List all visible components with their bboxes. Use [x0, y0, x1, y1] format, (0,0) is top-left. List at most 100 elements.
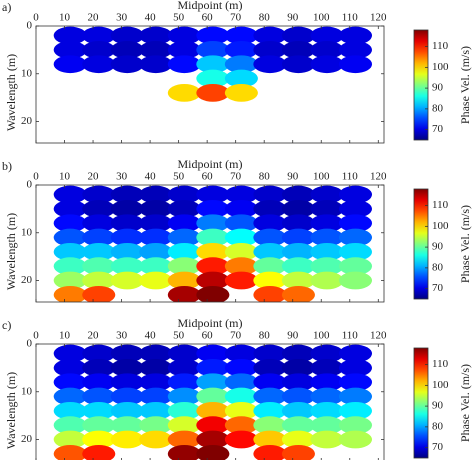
data-point [338, 55, 373, 74]
data-point [82, 214, 116, 233]
y-tick-label: 0 [27, 338, 33, 350]
data-point [82, 55, 116, 74]
data-point [253, 416, 287, 435]
data-point [167, 344, 201, 363]
data-point [253, 228, 287, 247]
data-point [281, 228, 315, 247]
data-point [224, 83, 258, 102]
data-point [310, 416, 344, 435]
data-point [224, 358, 258, 377]
data-point [167, 199, 201, 218]
data-point [139, 358, 173, 377]
data-point [196, 358, 230, 377]
data-point [82, 199, 116, 218]
colorbar-tick-label: 70 [432, 123, 444, 135]
x-tick-label: 40 [145, 171, 157, 183]
y-tick-label: 20 [21, 115, 33, 127]
data-point [110, 430, 144, 449]
cells [53, 26, 373, 102]
x-tick-label: 70 [230, 171, 242, 183]
data-point [82, 373, 116, 392]
data-point [338, 26, 373, 45]
data-point [338, 199, 373, 218]
data-point [310, 199, 344, 218]
colorbar [413, 347, 429, 459]
y-tick-label: 20 [21, 274, 33, 286]
data-point [167, 430, 201, 449]
data-point [310, 55, 344, 74]
data-point [253, 387, 287, 406]
data-point [167, 271, 201, 290]
data-point [253, 242, 287, 261]
data-point [110, 199, 144, 218]
data-point [310, 430, 344, 449]
cells [53, 185, 373, 302]
data-point [110, 26, 144, 45]
y-tick-label: 20 [21, 433, 33, 445]
data-point [224, 199, 258, 218]
data-point [253, 444, 287, 460]
x-tick-label: 60 [202, 12, 214, 24]
data-point [224, 69, 258, 88]
data-point [224, 271, 258, 290]
colorbar-tick-label: 110 [432, 40, 449, 52]
data-point [82, 40, 116, 59]
x-tick-label: 120 [370, 12, 387, 24]
data-point [82, 257, 116, 276]
data-point [224, 214, 258, 233]
x-tick-label: 50 [173, 171, 185, 183]
data-point [53, 285, 87, 302]
y-tick-label: 10 [21, 67, 33, 79]
panel: b) Midpoint (m) Wavelength (m) 0 10 20 30 40 50 6… [2, 157, 472, 303]
data-point [167, 26, 201, 45]
data-point [310, 214, 344, 233]
data-point [139, 40, 173, 59]
data-point [281, 55, 315, 74]
data-point [253, 430, 287, 449]
data-point [196, 40, 230, 59]
data-point [110, 214, 144, 233]
data-point [53, 344, 87, 363]
x-tick-label: 100 [313, 171, 330, 183]
data-point [224, 228, 258, 247]
data-point [253, 199, 287, 218]
y-axis-label: Wavelength (m) [4, 213, 18, 290]
data-point [196, 185, 230, 204]
data-point [310, 40, 344, 59]
data-point [224, 387, 258, 406]
x-tick-label: 90 [287, 330, 299, 342]
x-tick-label: 90 [287, 171, 299, 183]
data-point [82, 242, 116, 261]
data-point [139, 271, 173, 290]
data-point [167, 416, 201, 435]
x-tick-label: 100 [313, 12, 330, 24]
data-point [224, 416, 258, 435]
data-point [338, 358, 373, 377]
x-tick-label: 20 [88, 171, 100, 183]
data-point [53, 214, 87, 233]
y-tick-label: 0 [27, 20, 33, 32]
panel: c) Midpoint (m) Wavelength (m) 0 10 20 30 40 50 6… [2, 316, 472, 460]
data-point [196, 285, 230, 302]
data-point [338, 401, 373, 420]
data-point [110, 185, 144, 204]
data-point [167, 387, 201, 406]
data-point [82, 401, 116, 420]
data-point [253, 257, 287, 276]
data-point [82, 26, 116, 45]
data-point [224, 430, 258, 449]
data-point [196, 55, 230, 74]
data-point [167, 285, 201, 302]
colorbar-tick-label: 80 [432, 261, 444, 273]
colorbar-label: Phase Vel. (m/s) [458, 46, 472, 124]
data-point [139, 199, 173, 218]
data-point [338, 214, 373, 233]
data-point [139, 401, 173, 420]
data-point [253, 40, 287, 59]
y-tick-label: 10 [21, 226, 33, 238]
colorbar-tick-label: 70 [432, 282, 444, 294]
data-point [110, 387, 144, 406]
data-point [310, 257, 344, 276]
data-point [167, 55, 201, 74]
data-point [281, 242, 315, 261]
